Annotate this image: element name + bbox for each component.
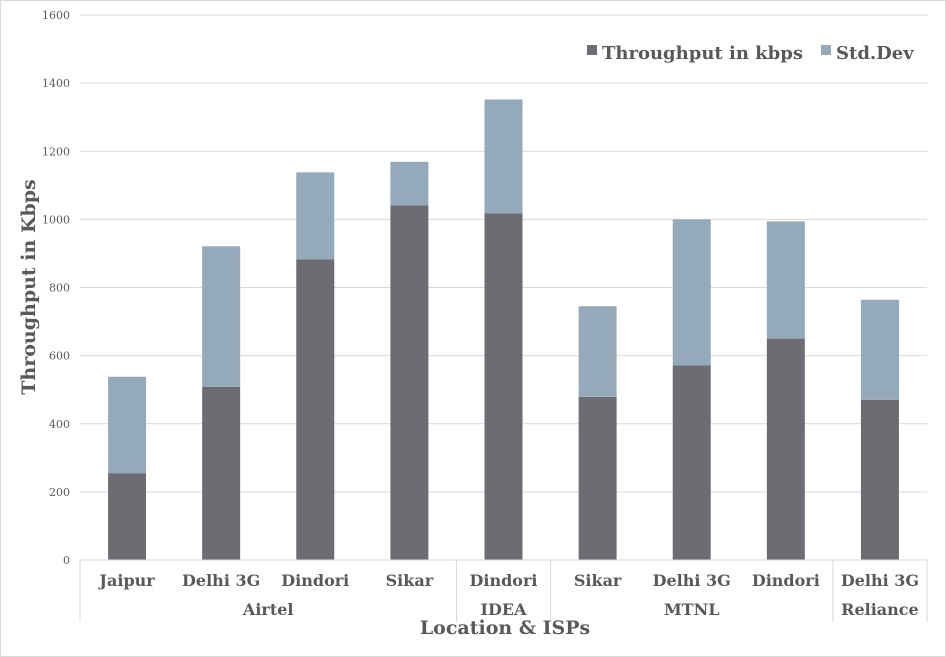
y-tick-labels: 0 200 400 600 800 1000 1200 1400 1600 [42,9,70,567]
bar-stddev [860,299,899,400]
y-tick-label: 1600 [42,9,70,22]
x-tick-label: Sikar [574,571,622,590]
y-tick-label: 1000 [42,213,70,226]
y-tick-label: 1200 [42,145,70,158]
bar-stddev [484,99,523,214]
bar-throughput [390,205,429,561]
bar-stddev [390,161,429,206]
bar-throughput [202,386,241,560]
x-group-label: Airtel [242,600,294,619]
x-tick-label: Dindori [281,571,349,590]
y-tick-label: 0 [63,554,70,567]
bar-throughput [766,338,805,560]
y-tick-label: 200 [49,486,70,499]
bar-stddev [296,172,335,260]
legend: Throughput in kbps Std.Dev [587,43,914,64]
bar-stddev [578,306,617,397]
bar-throughput [860,399,899,560]
bar-stddev [108,376,147,474]
bar-stddev [672,219,711,366]
y-tick-label: 600 [49,350,70,363]
legend-label-throughput: Throughput in kbps [602,43,803,64]
x-axis-title: Location & ISPs [420,617,590,639]
x-tick-label: Dindori [470,571,538,590]
x-tick-label: Dindori [752,571,820,590]
x-group-label: IDEA [481,600,528,619]
legend-swatch-throughput [587,45,597,55]
bar-throughput [578,396,617,560]
bar-throughput [672,365,711,560]
x-tick-label: Delhi 3G [182,571,260,590]
bar-throughput [484,213,523,560]
bar-throughput [296,259,335,560]
x-axis: Jaipur Delhi 3G Dindori Sikar Dindori Sikar De… [79,559,928,622]
x-tick-label: Jaipur [97,571,155,590]
bar-throughput [108,473,147,560]
y-tick-label: 1400 [42,77,70,90]
x-group-label: Reliance [841,600,919,619]
x-tick-label: Delhi 3G [841,571,919,590]
y-axis-title: Throughput in Kbps [18,179,40,394]
bars [108,99,899,561]
legend-swatch-stddev [821,45,831,55]
x-tick-label: Delhi 3G [653,571,731,590]
legend-label-stddev: Std.Dev [836,43,914,64]
x-tick-label: Sikar [386,571,434,590]
bar-stddev [202,246,241,387]
y-tick-label: 800 [49,282,70,295]
y-tick-label: 400 [49,418,70,431]
x-group-label: MTNL [664,600,720,619]
bar-stddev [766,221,805,339]
